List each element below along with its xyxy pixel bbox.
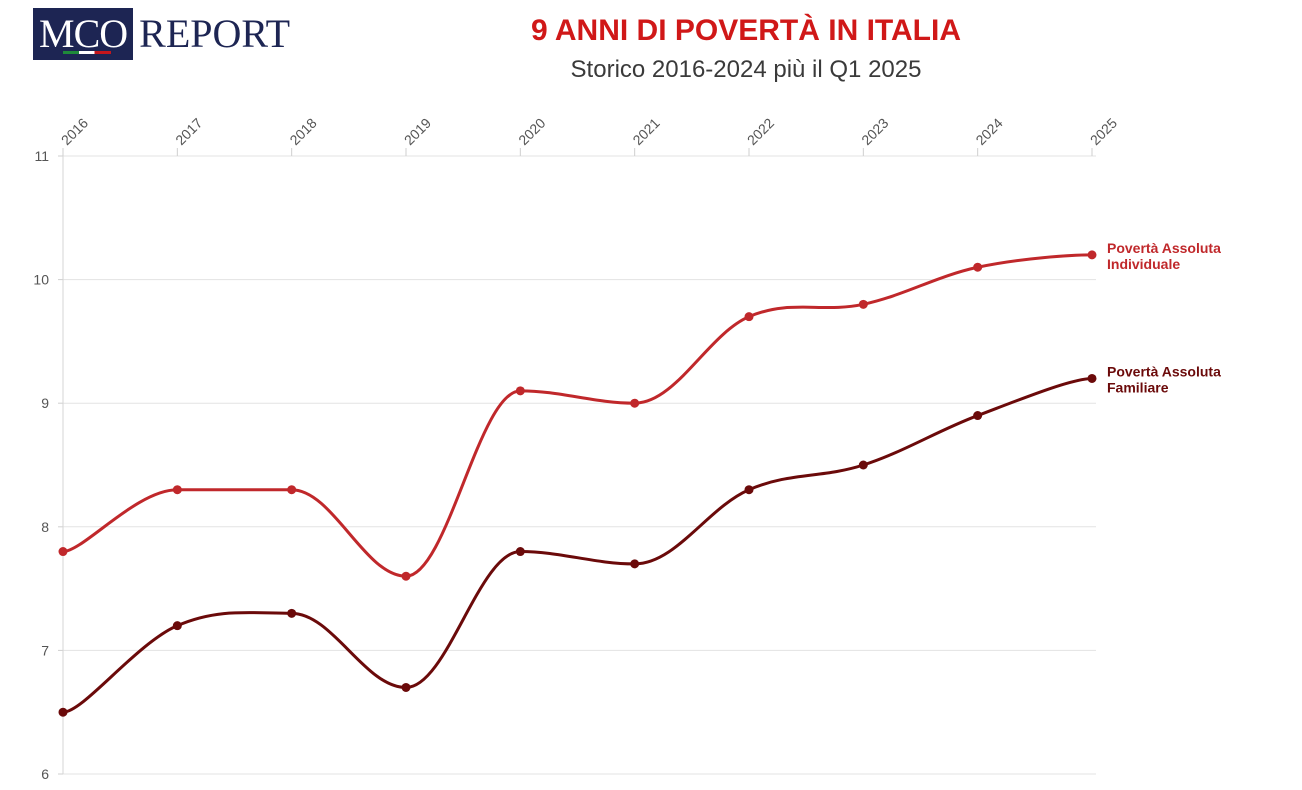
logo-flag-stripe — [63, 51, 111, 54]
y-tick-label: 6 — [41, 766, 49, 782]
data-point-series-0 — [287, 485, 297, 495]
data-point-series-0 — [630, 398, 640, 408]
x-tick-label: 2023 — [858, 115, 891, 148]
data-point-series-0 — [58, 547, 68, 557]
x-tick-label: 2021 — [629, 115, 662, 148]
data-point-series-1 — [1087, 373, 1097, 383]
chart-subtitle: Storico 2016-2024 più il Q1 2025 — [570, 56, 922, 83]
data-point-series-1 — [58, 707, 68, 717]
data-point-series-0 — [744, 312, 754, 322]
data-point-series-0 — [1087, 250, 1097, 260]
series-label-1-line1: Povertà Assoluta — [1107, 363, 1221, 379]
y-tick-label: 7 — [41, 642, 49, 658]
y-tick-label: 11 — [34, 148, 49, 164]
x-tick-label: 2025 — [1087, 115, 1120, 148]
y-tick-label: 10 — [33, 272, 49, 288]
logo-mco: MCO — [33, 8, 134, 60]
series-label-1-line2: Familiare — [1107, 379, 1169, 395]
series-label-0-line1: Povertà Assoluta — [1107, 240, 1221, 256]
x-tick-label: 2017 — [172, 115, 205, 148]
logo-report: REPORT — [139, 11, 291, 56]
data-point-series-1 — [744, 485, 754, 495]
data-point-series-1 — [515, 547, 525, 557]
x-tick-label: 2022 — [744, 115, 777, 148]
data-point-series-0 — [401, 571, 411, 581]
x-tick-label: 2018 — [286, 115, 319, 148]
x-tick-label: 2019 — [401, 115, 434, 148]
brand-logo: MCO REPORT — [33, 8, 290, 60]
chart-title: 9 ANNI DI POVERTÀ IN ITALIA — [530, 14, 962, 47]
x-tick-label: 2016 — [58, 115, 91, 148]
series-label-0-line2: Individuale — [1107, 256, 1180, 272]
data-point-series-0 — [973, 262, 983, 272]
y-tick-label: 8 — [41, 519, 49, 535]
data-point-series-1 — [973, 411, 983, 421]
y-tick-label: 9 — [41, 395, 49, 411]
data-point-series-1 — [172, 621, 182, 631]
data-point-series-0 — [858, 299, 868, 309]
series-line-1 — [61, 376, 1094, 714]
x-tick-label: 2020 — [515, 115, 548, 148]
data-point-series-0 — [172, 485, 182, 495]
data-point-series-0 — [515, 386, 525, 396]
data-point-series-1 — [630, 559, 640, 569]
data-point-series-1 — [401, 682, 411, 692]
x-tick-label: 2024 — [972, 115, 1005, 148]
data-point-series-1 — [287, 608, 297, 618]
logo-mco-text: MCO — [39, 11, 128, 56]
data-point-series-1 — [858, 460, 868, 470]
series-line-0 — [61, 253, 1094, 578]
